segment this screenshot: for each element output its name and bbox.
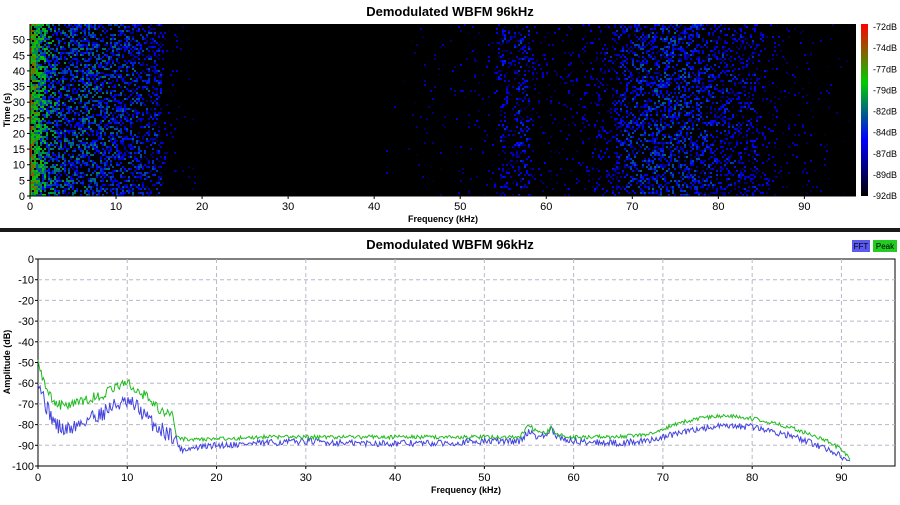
waterfall-x-tick: 10 <box>110 201 122 213</box>
spectrum-x-axis-label: Frequency (kHz) <box>431 485 501 495</box>
colorbar-label: -82dB <box>873 107 897 117</box>
spectrum-y-tick: -30 <box>18 316 34 328</box>
waterfall-y-tick: 20 <box>13 128 25 140</box>
waterfall-y-tick: 45 <box>13 50 25 62</box>
waterfall-x-axis-label: Frequency (kHz) <box>408 214 478 224</box>
waterfall-noise-cells <box>120 24 842 196</box>
waterfall-plot-background <box>30 24 856 196</box>
waterfall-noise-cells <box>30 24 44 196</box>
colorbar-label: -92dB <box>873 191 897 201</box>
panel-divider[interactable] <box>0 228 900 232</box>
spectrum-x-tick: 70 <box>657 472 669 484</box>
waterfall-x-tick: 30 <box>282 201 294 213</box>
legend: FFT Peak <box>852 240 897 252</box>
waterfall-y-tick: 10 <box>13 160 25 172</box>
waterfall-x-tick: 80 <box>712 201 724 213</box>
legend-swatch-peak <box>873 240 897 252</box>
spectrum-y-tick: -20 <box>18 295 34 307</box>
spectrum-x-tick: 30 <box>300 472 312 484</box>
spectrum-y-tick: -40 <box>18 337 34 349</box>
waterfall-y-tick: 25 <box>13 113 25 125</box>
spectrum-x-tick: 20 <box>210 472 222 484</box>
waterfall-noise-cells <box>30 24 56 196</box>
legend-label-peak: Peak <box>876 242 895 251</box>
waterfall-noise-cells <box>44 24 802 196</box>
legend-label-fft: FFT <box>854 242 869 251</box>
waterfall-noise-layer <box>30 24 852 196</box>
waterfall-y-tick: 35 <box>13 82 25 94</box>
spectrum-x-tick: 60 <box>568 472 580 484</box>
series-line-fft <box>37 384 851 462</box>
spectrum-y-tick: -80 <box>18 420 34 432</box>
series-line-peak <box>37 359 851 460</box>
waterfall-x-tick: 60 <box>540 201 552 213</box>
spectrum-y-tick: -50 <box>18 358 34 370</box>
colorbar-labels: -72dB -74dB -77dB -79dB -82dB -84dB -87dB -89dB… <box>873 22 897 201</box>
colorbar-label: -87dB <box>873 149 897 159</box>
waterfall-y-tick: 50 <box>13 35 25 47</box>
waterfall-title: Demodulated WBFM 96kHz <box>366 4 534 19</box>
spectrum-series <box>37 359 851 462</box>
spectrum-x-tick: 90 <box>835 472 847 484</box>
waterfall-y-tick: 5 <box>19 175 25 187</box>
waterfall-panel: Demodulated WBFM 96kHz 0 10 20 30 40 50 60 70 80… <box>0 0 900 228</box>
spectrum-chart: Demodulated WBFM 96kHz 0 10 20 30 40 50 60 70 80… <box>2 237 897 495</box>
spectrum-y-tick: -100 <box>12 461 34 473</box>
spectrum-y-tick: 0 <box>28 254 34 266</box>
legend-swatch-fft <box>852 240 870 252</box>
waterfall-noise-cells <box>40 24 774 196</box>
waterfall-chart: Demodulated WBFM 96kHz 0 10 20 30 40 50 60 70 80… <box>2 4 897 224</box>
waterfall-y-tick: 0 <box>19 191 25 203</box>
waterfall-x-tick: 40 <box>368 201 380 213</box>
spectrum-y-tick: -70 <box>18 399 34 411</box>
legend-item-peak[interactable]: Peak <box>873 240 897 252</box>
spectrum-axes: 0 10 20 30 40 50 60 70 80 90 0 -10 -20 -30 -40 -50 -60 -7… <box>12 254 848 484</box>
waterfall-noise-cells <box>50 24 832 196</box>
colorbar-label: -74dB <box>873 43 897 53</box>
legend-item-fft[interactable]: FFT <box>852 240 870 252</box>
waterfall-axes: 0 10 20 30 40 50 60 70 80 90 0 5 10 15 20 25 30 35 40 45 50 <box>13 24 856 213</box>
colorbar-label: -77dB <box>873 64 897 74</box>
spectrum-x-tick: 0 <box>35 472 41 484</box>
spectrum-x-tick: 10 <box>121 472 133 484</box>
spectrum-x-tick: 80 <box>746 472 758 484</box>
colorbar-label: -84dB <box>873 128 897 138</box>
spectrum-x-tick: 40 <box>389 472 401 484</box>
waterfall-y-tick: 40 <box>13 66 25 78</box>
spectrum-y-tick: -60 <box>18 378 34 390</box>
waterfall-x-tick: 70 <box>626 201 638 213</box>
spectrum-title: Demodulated WBFM 96kHz <box>366 237 534 252</box>
spectrum-y-axis-label: Amplitude (dB) <box>2 330 12 395</box>
waterfall-noise-cells <box>160 24 850 194</box>
waterfall-y-tick: 30 <box>13 97 25 109</box>
waterfall-x-tick: 0 <box>27 201 33 213</box>
waterfall-x-tick: 90 <box>798 201 810 213</box>
spectrum-x-tick: 50 <box>478 472 490 484</box>
spectrum-panel: Demodulated WBFM 96kHz 0 10 20 30 40 50 60 70 80… <box>0 232 900 500</box>
waterfall-x-tick: 20 <box>196 201 208 213</box>
spectrum-y-tick: -90 <box>18 440 34 452</box>
colorbar-label: -79dB <box>873 85 897 95</box>
spectrum-grid <box>38 259 895 466</box>
spectrum-y-tick: -10 <box>18 275 34 287</box>
waterfall-x-tick: 50 <box>454 201 466 213</box>
waterfall-y-axis-label: Time (s) <box>2 93 12 127</box>
waterfall-y-tick: 15 <box>13 144 25 156</box>
colorbar-label: -89dB <box>873 170 897 180</box>
colorbar-label: -72dB <box>873 22 897 32</box>
colorbar <box>861 24 868 196</box>
